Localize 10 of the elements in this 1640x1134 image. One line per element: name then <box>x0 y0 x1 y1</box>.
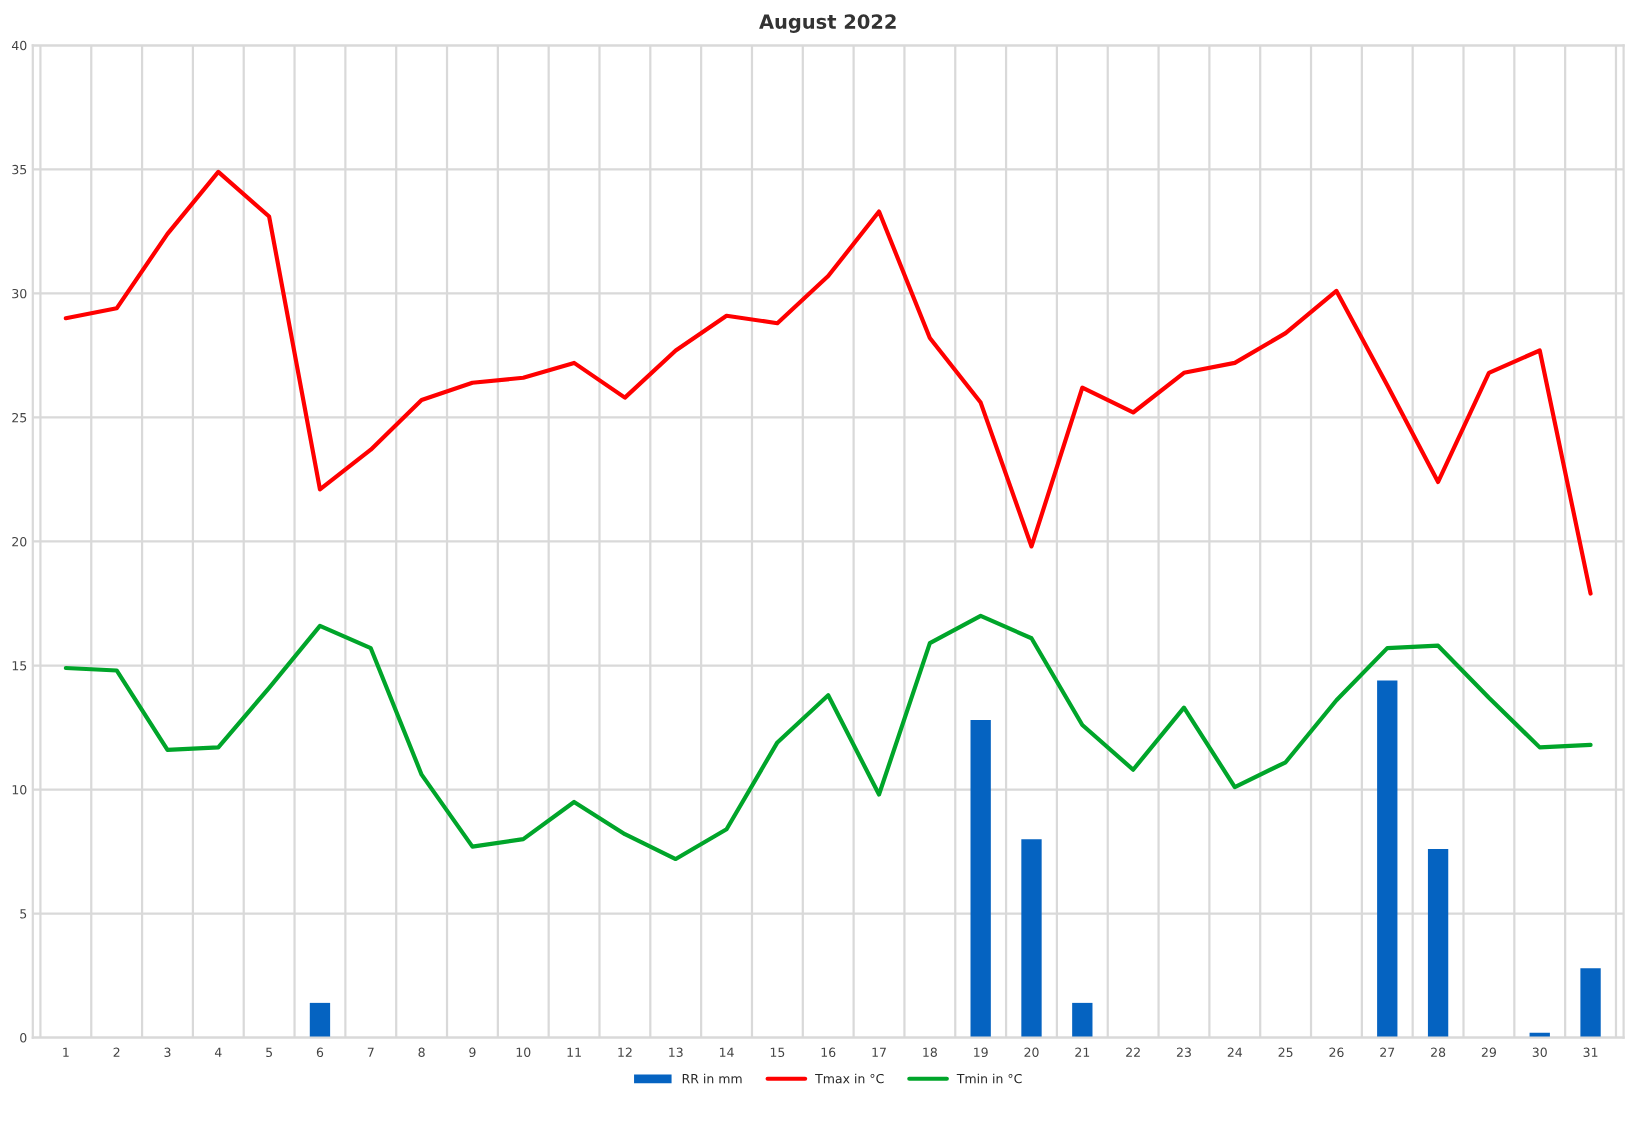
chart-title: August 2022 <box>759 14 896 33</box>
bar <box>309 1002 331 1038</box>
bar <box>1072 1002 1093 1038</box>
bar <box>1580 968 1601 1038</box>
bar <box>1021 839 1042 1038</box>
line-series <box>63 613 1593 862</box>
bar <box>970 720 991 1038</box>
bar <box>1377 680 1398 1038</box>
line-series <box>63 169 1593 596</box>
bar <box>1427 849 1449 1038</box>
